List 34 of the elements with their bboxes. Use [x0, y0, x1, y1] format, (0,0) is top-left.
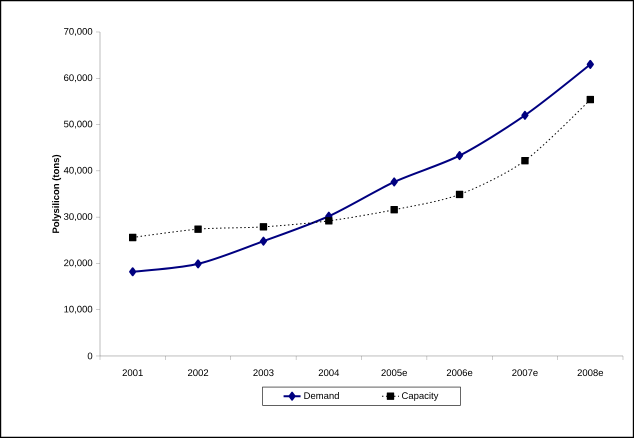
y-tick-label: 0 [88, 352, 92, 360]
x-tick-label: 2007e [512, 369, 538, 376]
y-tick-label: 20,000 [64, 259, 92, 268]
point [586, 96, 594, 104]
y-tick-label: 70,000 [64, 28, 92, 36]
point [390, 177, 398, 186]
legend-label: Capacity [402, 392, 438, 401]
x-tick-label: 2006e [446, 369, 472, 376]
y-tick-label: 30,000 [64, 213, 92, 222]
point [129, 267, 136, 276]
x-tick-label: 2005e [381, 369, 407, 376]
x-tick-label: 2008e [578, 369, 604, 376]
point [521, 110, 529, 120]
legend-label: Demand [304, 392, 339, 400]
point [194, 259, 202, 268]
point [456, 151, 464, 160]
point [521, 156, 529, 164]
point [586, 60, 594, 69]
point [260, 236, 268, 246]
point [325, 217, 333, 225]
y-tick-label: 10,000 [64, 306, 92, 314]
x-tick-label: 2002 [188, 369, 208, 376]
x-tick-label: 2001 [122, 369, 143, 376]
y-axis-title: Polysilicon (tons) [52, 154, 62, 233]
point [390, 206, 398, 214]
y-tick-label: 50,000 [64, 120, 92, 128]
x-tick-label: 2003 [253, 369, 274, 376]
point [128, 234, 136, 242]
point [260, 223, 268, 231]
y-tick-label: 40,000 [64, 166, 92, 175]
y-tick-label: 60,000 [64, 74, 92, 82]
point [456, 190, 464, 198]
point [194, 225, 202, 233]
x-tick-label: 2004 [318, 369, 340, 376]
